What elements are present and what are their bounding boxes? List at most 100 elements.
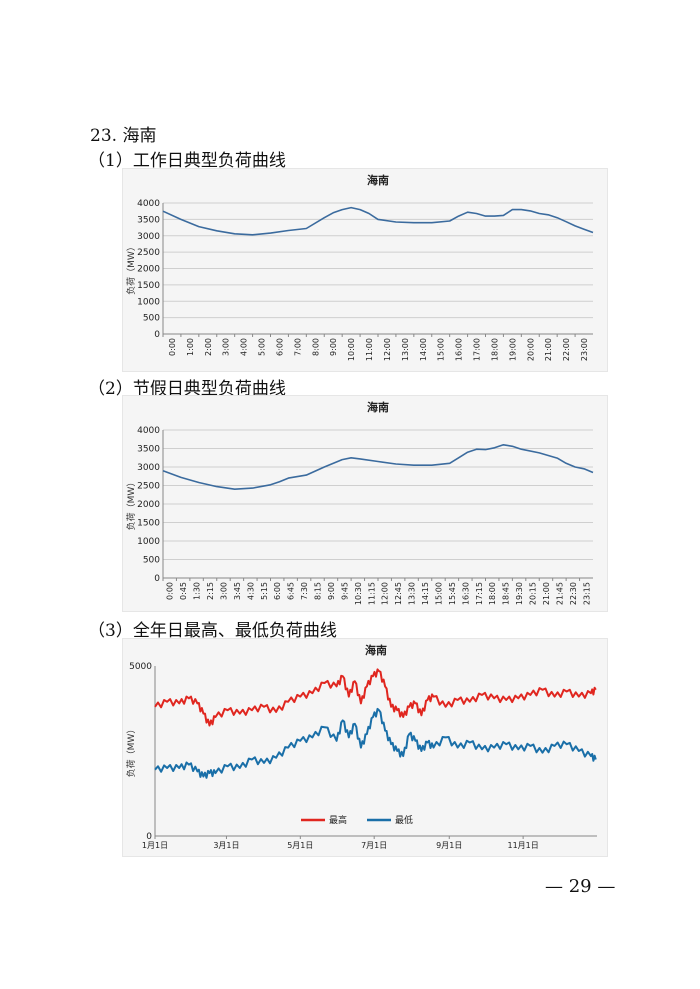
x-tick-label: 13:00 [401, 338, 410, 361]
x-tick-label: 1:00 [186, 338, 195, 356]
y-tick-label: 3000 [137, 232, 160, 242]
y-tick-label: 2500 [137, 248, 160, 258]
x-tick-label: 15:00 [437, 338, 446, 361]
x-tick-label: 1:30 [193, 582, 202, 600]
y-axis-label: 负荷（MW） [125, 478, 137, 531]
chart-box-holiday: 海南 负荷（MW） 0 500 1000 1500 2000 2500 3000 3500 4000… [122, 395, 608, 612]
subtitle-holiday: （2）节假日典型负荷曲线 [88, 379, 286, 399]
y-tick-label: 0 [154, 574, 160, 584]
x-tick-label: 8:00 [311, 338, 320, 356]
x-tick-label: 19:00 [508, 338, 517, 361]
x-tick-label: 0:45 [179, 582, 188, 600]
x-tick-label: 3:45 [233, 582, 242, 600]
x-tick-label: 6:00 [273, 582, 282, 600]
x-tick-label: 6:00 [275, 338, 284, 356]
y-tick-label: 2500 [137, 482, 160, 492]
y-tick-label: 500 [143, 556, 160, 566]
x-tick-label: 5月1日 [287, 841, 313, 850]
x-tick-label: 9月1日 [436, 841, 462, 850]
x-tick-label: 18:00 [490, 338, 499, 361]
page-number: — 29 — [545, 876, 616, 897]
chart-box-annual: 海南 负荷（MW） 0 5000 1月1日 3月1日 5月1日 7月1日 9月1日 11月1日 最高… [122, 638, 608, 857]
x-tick-label: 8:15 [314, 582, 323, 600]
x-tick-label: 23:15 [582, 582, 591, 605]
x-tick-label: 20:00 [526, 338, 535, 361]
y-tick-label: 3500 [137, 215, 160, 225]
chart-title: 海南 [365, 643, 387, 657]
x-tick-label: 11:00 [365, 338, 374, 361]
x-tick-label: 16:00 [455, 338, 464, 361]
x-tick-label: 6:45 [287, 582, 296, 600]
y-tick-label: 2000 [137, 265, 160, 275]
x-tick-label: 4:00 [240, 338, 249, 356]
x-tick-label: 17:00 [473, 338, 482, 361]
x-tick-label: 12:00 [381, 582, 390, 605]
x-tick-label: 15:00 [434, 582, 443, 605]
chart-box-workday: 海南负荷（MW） 0 500 1000 1500 2000 2500 3000 3500 4000… [122, 168, 608, 372]
x-tick-label: 7:00 [293, 338, 302, 356]
x-tick-label: 21:00 [542, 582, 551, 605]
y-axis-label: 负荷（MW） [125, 242, 137, 295]
x-tick-label: 18:00 [488, 582, 497, 605]
y-tick-label: 1000 [137, 297, 160, 307]
x-tick-label: 4:30 [246, 582, 255, 600]
x-tick-label: 1月1日 [142, 841, 168, 850]
x-tick-label: 5:00 [258, 338, 267, 356]
y-tick-label: 1500 [137, 519, 160, 529]
x-tick-label: 3:00 [219, 582, 228, 600]
y-tick-label: 2000 [137, 500, 160, 510]
x-tick-label: 7月1日 [361, 841, 387, 850]
y-tick-label: 1500 [137, 281, 160, 291]
x-tick-label: 13:30 [408, 582, 417, 605]
x-tick-label: 21:45 [555, 582, 564, 605]
series-line-最高 [154, 668, 597, 727]
y-tick-label: 500 [143, 314, 160, 324]
y-tick-label: 4000 [137, 199, 160, 209]
x-tick-label: 12:45 [394, 582, 403, 605]
x-tick-label: 7:30 [300, 582, 309, 600]
y-tick-label: 1000 [137, 537, 160, 547]
x-tick-label: 10:00 [347, 338, 356, 361]
x-tick-label: 19:30 [515, 582, 524, 605]
x-tick-label: 3月1日 [213, 841, 239, 850]
x-tick-label: 5:15 [260, 582, 269, 600]
y-tick-label: 0 [146, 832, 152, 842]
legend-label: 最低 [395, 814, 413, 826]
x-tick-label: 9:45 [340, 582, 349, 600]
x-tick-label: 11月1日 [507, 841, 538, 850]
y-tick-label: 4000 [137, 426, 160, 436]
series-line-series-0 [162, 444, 594, 490]
x-tick-label: 10:30 [354, 582, 363, 605]
x-tick-label: 12:00 [383, 338, 392, 361]
x-tick-label: 0:00 [168, 338, 177, 356]
series-line-series-0 [162, 206, 594, 236]
chart-title: 海南 [367, 173, 389, 187]
x-tick-label: 21:00 [544, 338, 553, 361]
subtitle-annual: （3）全年日最高、最低负荷曲线 [88, 621, 337, 641]
x-tick-label: 3:00 [222, 338, 231, 356]
x-tick-label: 22:00 [562, 338, 571, 361]
section-title: 23. 海南 [90, 126, 157, 146]
x-tick-label: 16:30 [461, 582, 470, 605]
series-line-最低 [154, 707, 597, 779]
x-tick-label: 22:30 [569, 582, 578, 605]
x-tick-label: 14:15 [421, 582, 430, 605]
y-tick-label: 3000 [137, 463, 160, 473]
x-tick-label: 11:15 [367, 582, 376, 605]
x-tick-label: 2:00 [204, 338, 213, 356]
x-tick-label: 15:45 [448, 582, 457, 605]
y-tick-label: 0 [154, 330, 160, 340]
x-tick-label: 0:00 [166, 582, 175, 600]
x-tick-label: 17:15 [475, 582, 484, 605]
x-tick-label: 9:00 [329, 338, 338, 356]
x-tick-label: 2:15 [206, 582, 215, 600]
legend-label: 最高 [329, 814, 347, 826]
x-tick-label: 14:00 [419, 338, 428, 361]
subtitle-workday: （1）工作日典型负荷曲线 [88, 151, 286, 171]
x-tick-label: 20:15 [529, 582, 538, 605]
y-tick-label: 5000 [129, 662, 152, 672]
y-tick-label: 3500 [137, 445, 160, 455]
